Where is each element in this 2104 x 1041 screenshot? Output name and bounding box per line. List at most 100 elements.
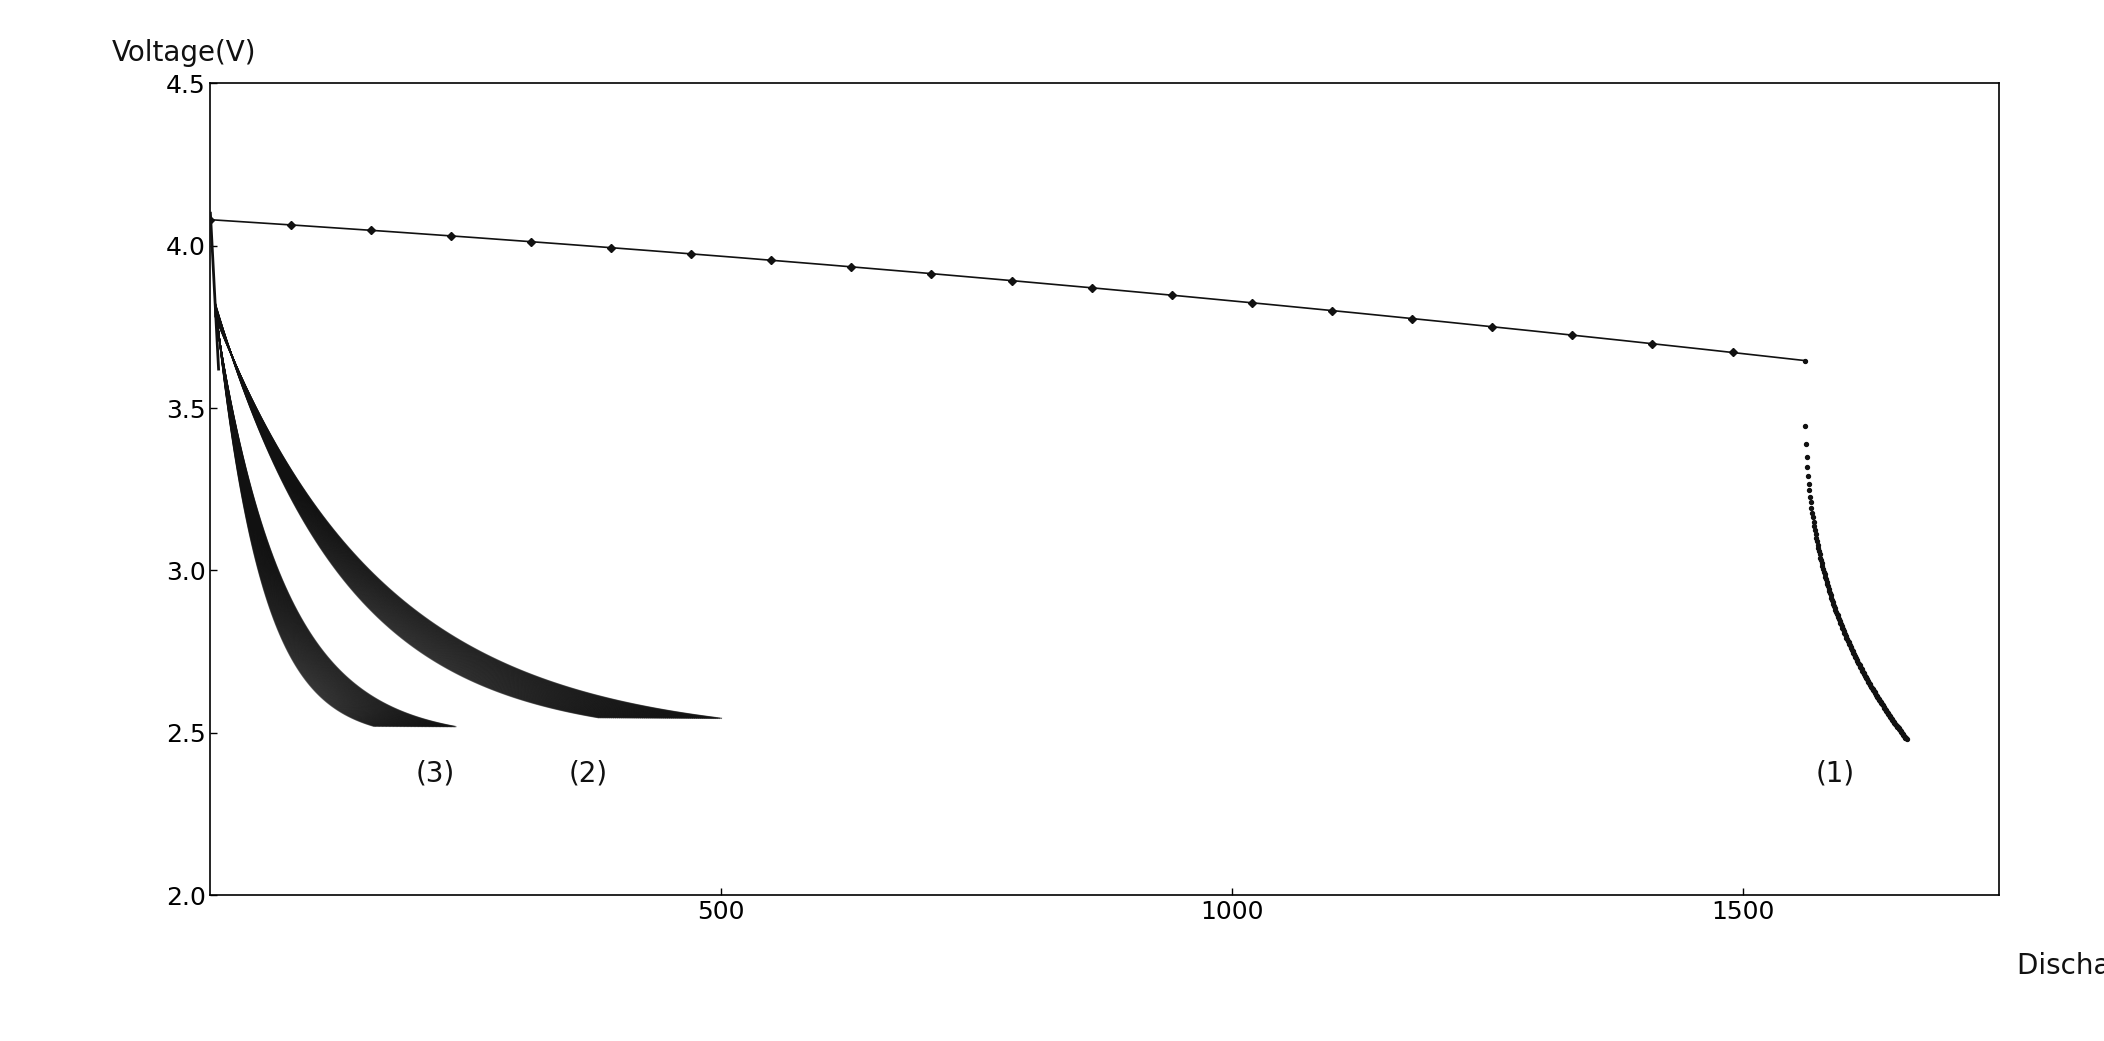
- Point: [1820, 604, 1854, 620]
- Point: [1793, 488, 1826, 505]
- Point: [1835, 641, 1868, 658]
- Point: [1814, 589, 1847, 606]
- Point: [1843, 660, 1877, 677]
- Point: [1883, 722, 1917, 739]
- Point: [1860, 686, 1894, 703]
- Point: [1875, 710, 1908, 727]
- Point: [1845, 662, 1879, 679]
- Point: [1816, 595, 1849, 612]
- Point: [1799, 526, 1833, 542]
- Point: [1801, 536, 1835, 553]
- Point: [1887, 728, 1921, 744]
- Point: [1854, 678, 1887, 694]
- Point: [1795, 494, 1828, 511]
- Point: [1793, 482, 1826, 499]
- Point: [1837, 644, 1870, 661]
- Point: [1854, 677, 1887, 693]
- Point: [1818, 602, 1852, 618]
- Point: [1883, 721, 1917, 738]
- Point: [1858, 683, 1891, 700]
- Point: [1826, 619, 1860, 636]
- Point: [1820, 605, 1854, 621]
- Point: [1879, 715, 1913, 732]
- Point: [1843, 658, 1877, 675]
- Text: (3): (3): [417, 760, 454, 788]
- Point: [1805, 552, 1839, 568]
- Point: [1847, 667, 1881, 684]
- Point: [1803, 543, 1837, 560]
- Point: [1805, 555, 1839, 572]
- Point: [1799, 522, 1833, 538]
- Point: [1877, 714, 1910, 731]
- Point: [1809, 574, 1843, 590]
- Point: [1849, 669, 1883, 686]
- Point: [1807, 560, 1841, 577]
- Point: [1812, 578, 1845, 594]
- Point: [1807, 568, 1841, 585]
- Point: [1875, 710, 1908, 727]
- Point: [1885, 723, 1919, 740]
- Point: [1866, 697, 1900, 714]
- Point: [1866, 696, 1900, 713]
- Text: (1): (1): [1816, 760, 1856, 788]
- Point: [1870, 706, 1904, 722]
- Point: [1864, 695, 1898, 712]
- Point: [1868, 702, 1902, 718]
- Point: [1807, 563, 1841, 580]
- Point: [1839, 651, 1873, 667]
- Point: [1868, 700, 1902, 716]
- Point: [1885, 725, 1919, 741]
- Point: [1862, 690, 1896, 707]
- Point: [1843, 657, 1877, 674]
- Point: [1881, 720, 1915, 737]
- Point: [1839, 648, 1873, 664]
- Point: [1877, 712, 1910, 729]
- Point: [1812, 583, 1845, 600]
- Point: [1881, 719, 1915, 736]
- Point: [1837, 643, 1870, 660]
- Point: [1797, 517, 1830, 534]
- Point: [1864, 693, 1898, 710]
- Point: [1820, 607, 1854, 624]
- Point: [1887, 729, 1921, 745]
- Point: [1809, 570, 1843, 587]
- Point: [1870, 705, 1904, 721]
- Point: [1856, 681, 1889, 697]
- Point: [1788, 417, 1822, 434]
- Point: [1887, 727, 1921, 743]
- Point: [1801, 533, 1835, 550]
- Point: [1854, 676, 1887, 692]
- Point: [1889, 731, 1923, 747]
- Point: [1852, 672, 1885, 689]
- Point: [1824, 616, 1858, 633]
- Point: [1841, 654, 1875, 670]
- Point: [1799, 530, 1833, 547]
- Point: [1877, 713, 1910, 730]
- Point: [1824, 614, 1858, 631]
- Point: [1860, 687, 1894, 704]
- Point: [1885, 726, 1919, 742]
- Point: [1866, 699, 1900, 715]
- Point: [1873, 707, 1906, 723]
- Point: [1873, 708, 1906, 725]
- Point: [1862, 692, 1896, 709]
- Point: [1816, 591, 1849, 608]
- Point: [1816, 593, 1849, 610]
- Point: [1795, 505, 1828, 522]
- Point: [1830, 631, 1864, 648]
- Point: [1889, 730, 1923, 746]
- Point: [1856, 680, 1889, 696]
- Point: [1809, 576, 1843, 592]
- Point: [1807, 566, 1841, 583]
- Point: [1814, 585, 1847, 602]
- Point: [1824, 617, 1858, 634]
- Point: [1879, 717, 1913, 734]
- Point: [1858, 684, 1891, 701]
- Point: [1879, 716, 1913, 733]
- Point: [1849, 671, 1883, 688]
- Point: [1791, 459, 1824, 476]
- Point: [1793, 476, 1826, 492]
- X-axis label: Discharge capacity(mAh): Discharge capacity(mAh): [2016, 953, 2104, 980]
- Point: [1837, 645, 1870, 662]
- Point: [1803, 550, 1837, 566]
